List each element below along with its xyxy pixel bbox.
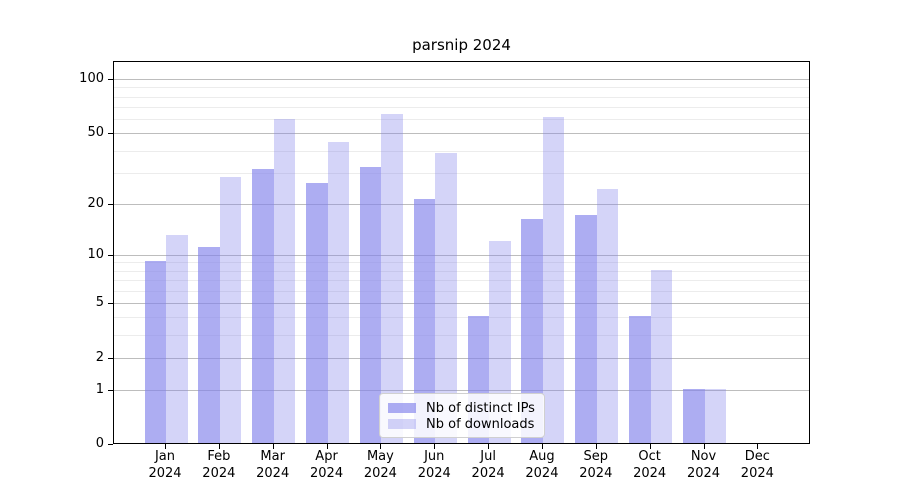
y-tick-mark: [108, 357, 113, 359]
x-tick-label-feb: Feb 2024: [202, 449, 236, 481]
bar-downloads-nov: [704, 389, 726, 443]
gridline-minor: [114, 106, 809, 108]
bar-distinct-ips-oct: [629, 316, 651, 443]
y-tick-label-10: 10: [87, 246, 104, 262]
gridline-minor: [114, 87, 809, 89]
x-tick-mark: [272, 444, 274, 449]
bar-distinct-ips-feb: [198, 246, 220, 443]
x-tick-label-apr: Apr 2024: [310, 449, 344, 481]
gridline-major: [114, 79, 809, 81]
x-tick-mark: [434, 444, 436, 449]
x-tick-label-oct: Oct 2024: [633, 449, 667, 481]
y-tick-mark: [108, 79, 113, 81]
gridline-minor: [114, 172, 809, 174]
gridline-major: [114, 390, 809, 392]
y-tick-label-0: 0: [95, 436, 104, 451]
legend-row-downloads: Nb of downloads: [388, 416, 536, 432]
legend-swatch-downloads: [388, 419, 416, 429]
bar-downloads-sep: [596, 188, 619, 443]
legend-row-distinct-ips: Nb of distinct IPs: [388, 400, 536, 416]
y-tick-mark: [108, 444, 113, 445]
bar-distinct-ips-sep: [575, 214, 597, 443]
bar-downloads-aug: [542, 116, 565, 443]
plot-area: Nb of distinct IPs Nb of downloads: [113, 61, 810, 444]
chart-title: parsnip 2024: [412, 36, 511, 54]
gridline-minor: [114, 270, 809, 272]
gridline-major: [114, 133, 809, 135]
x-tick-mark: [488, 444, 490, 449]
gridline-minor: [114, 317, 809, 319]
x-tick-label-sep: Sep 2024: [579, 449, 613, 481]
bar-downloads-jun: [435, 153, 457, 443]
x-tick-mark: [703, 444, 705, 449]
y-tick-mark: [108, 254, 113, 256]
gridline-minor: [114, 335, 809, 337]
gridline-major: [114, 357, 809, 359]
x-tick-mark: [541, 444, 543, 449]
x-tick-label-dec: Dec 2024: [740, 449, 774, 481]
bar-downloads-oct: [650, 269, 673, 443]
y-tick-label-20: 20: [87, 195, 104, 211]
x-tick-mark: [595, 444, 597, 449]
gridline-minor: [114, 119, 809, 120]
gridline-major: [114, 254, 809, 256]
x-tick-mark: [165, 444, 166, 449]
gridline-major: [114, 302, 809, 304]
bar-downloads-may: [381, 114, 403, 443]
x-tick-label-jun: Jun 2024: [417, 449, 451, 481]
bar-downloads-apr: [327, 142, 350, 443]
bar-distinct-ips-jun: [413, 198, 436, 443]
gridline-minor: [114, 262, 809, 264]
y-tick-mark: [108, 302, 113, 304]
x-tick-label-jan: Jan 2024: [148, 449, 182, 481]
legend-swatch-distinct-ips: [388, 403, 416, 413]
y-tick-label-100: 100: [79, 71, 104, 87]
bar-distinct-ips-apr: [306, 182, 328, 443]
y-tick-label-1: 1: [95, 382, 104, 398]
gridline-minor: [114, 290, 809, 292]
bar-distinct-ips-may: [359, 166, 382, 443]
bar-downloads-jul: [489, 240, 511, 443]
x-tick-mark: [649, 444, 651, 449]
y-tick-mark: [108, 133, 113, 135]
gridline-minor: [114, 150, 809, 152]
x-tick-mark: [218, 444, 220, 449]
x-tick-label-jul: Jul 2024: [471, 449, 505, 481]
legend: Nb of distinct IPs Nb of downloads: [379, 393, 545, 438]
x-tick-label-mar: Mar 2024: [256, 449, 290, 481]
y-tick-label-50: 50: [87, 125, 104, 141]
x-tick-label-may: May 2024: [363, 449, 397, 481]
bar-downloads-mar: [273, 119, 296, 443]
bar-distinct-ips-jan: [144, 261, 166, 443]
legend-label-downloads: Nb of downloads: [426, 416, 535, 432]
bar-distinct-ips-mar: [252, 169, 274, 443]
y-tick-label-5: 5: [95, 294, 104, 310]
x-tick-label-aug: Aug 2024: [525, 449, 559, 481]
bar-distinct-ips-aug: [521, 219, 543, 443]
gridline-major: [114, 203, 809, 205]
bar-distinct-ips-nov: [683, 389, 705, 443]
x-tick-label-nov: Nov 2024: [686, 449, 721, 481]
y-tick-mark: [108, 203, 113, 205]
bar-downloads-jan: [166, 234, 188, 443]
bar-downloads-feb: [219, 176, 242, 443]
y-tick-label-2: 2: [95, 349, 104, 365]
y-tick-mark: [108, 390, 113, 392]
x-tick-mark: [326, 444, 328, 449]
gridline-minor: [114, 96, 809, 98]
gridline-minor: [114, 280, 809, 282]
x-tick-mark: [380, 444, 382, 449]
legend-label-distinct-ips: Nb of distinct IPs: [426, 400, 535, 416]
x-tick-mark: [757, 444, 759, 449]
